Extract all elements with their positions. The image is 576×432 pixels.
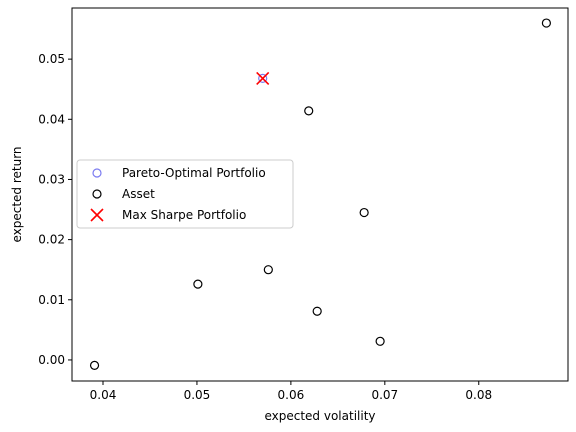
- legend-label: Asset: [122, 187, 155, 201]
- y-tick-label: 0.03: [38, 172, 65, 186]
- legend-marker-asset: [92, 189, 102, 199]
- y-axis-label: expected return: [10, 146, 24, 242]
- asset-point: [541, 18, 551, 28]
- asset-point: [312, 306, 322, 316]
- x-tick-label: 0.05: [184, 388, 211, 402]
- y-tick-label: 0.01: [38, 293, 65, 307]
- x-axis-ticks: 0.04 0.05 0.06 0.07 0.08: [90, 381, 492, 402]
- x-tick-label: 0.06: [278, 388, 305, 402]
- x-tick-label: 0.07: [371, 388, 398, 402]
- y-tick-label: 0.05: [38, 52, 65, 66]
- x-tick-label: 0.04: [90, 388, 117, 402]
- legend: Pareto-Optimal Portfolio Asset Max Sharpe …: [76, 159, 294, 229]
- asset-point: [304, 106, 314, 116]
- legend-marker-max-sharpe-portfolio: [90, 208, 104, 222]
- asset-point: [89, 360, 100, 370]
- legend-label: Max Sharpe Portfolio: [122, 208, 246, 222]
- y-tick-label: 0.00: [38, 353, 65, 367]
- x-axis-label: expected volatility: [264, 409, 375, 423]
- legend-label: Pareto-Optimal Portfolio: [122, 166, 266, 180]
- asset-point: [375, 336, 385, 346]
- asset-point: [193, 279, 203, 289]
- pareto-optimal-portfolio-point: [258, 73, 268, 83]
- asset-point: [359, 207, 369, 218]
- y-tick-label: 0.04: [38, 112, 65, 126]
- y-axis-ticks: 0.00 0.01 0.02 0.03 0.04 0.05: [38, 52, 72, 367]
- y-tick-label: 0.02: [38, 233, 65, 247]
- data-points: [89, 18, 551, 370]
- max-sharpe-portfolio-point: [256, 71, 270, 85]
- legend-box: [76, 159, 294, 229]
- legend-marker-pareto-optimal-portfolio: [92, 168, 102, 178]
- asset-point: [263, 265, 273, 275]
- x-tick-label: 0.08: [465, 388, 492, 402]
